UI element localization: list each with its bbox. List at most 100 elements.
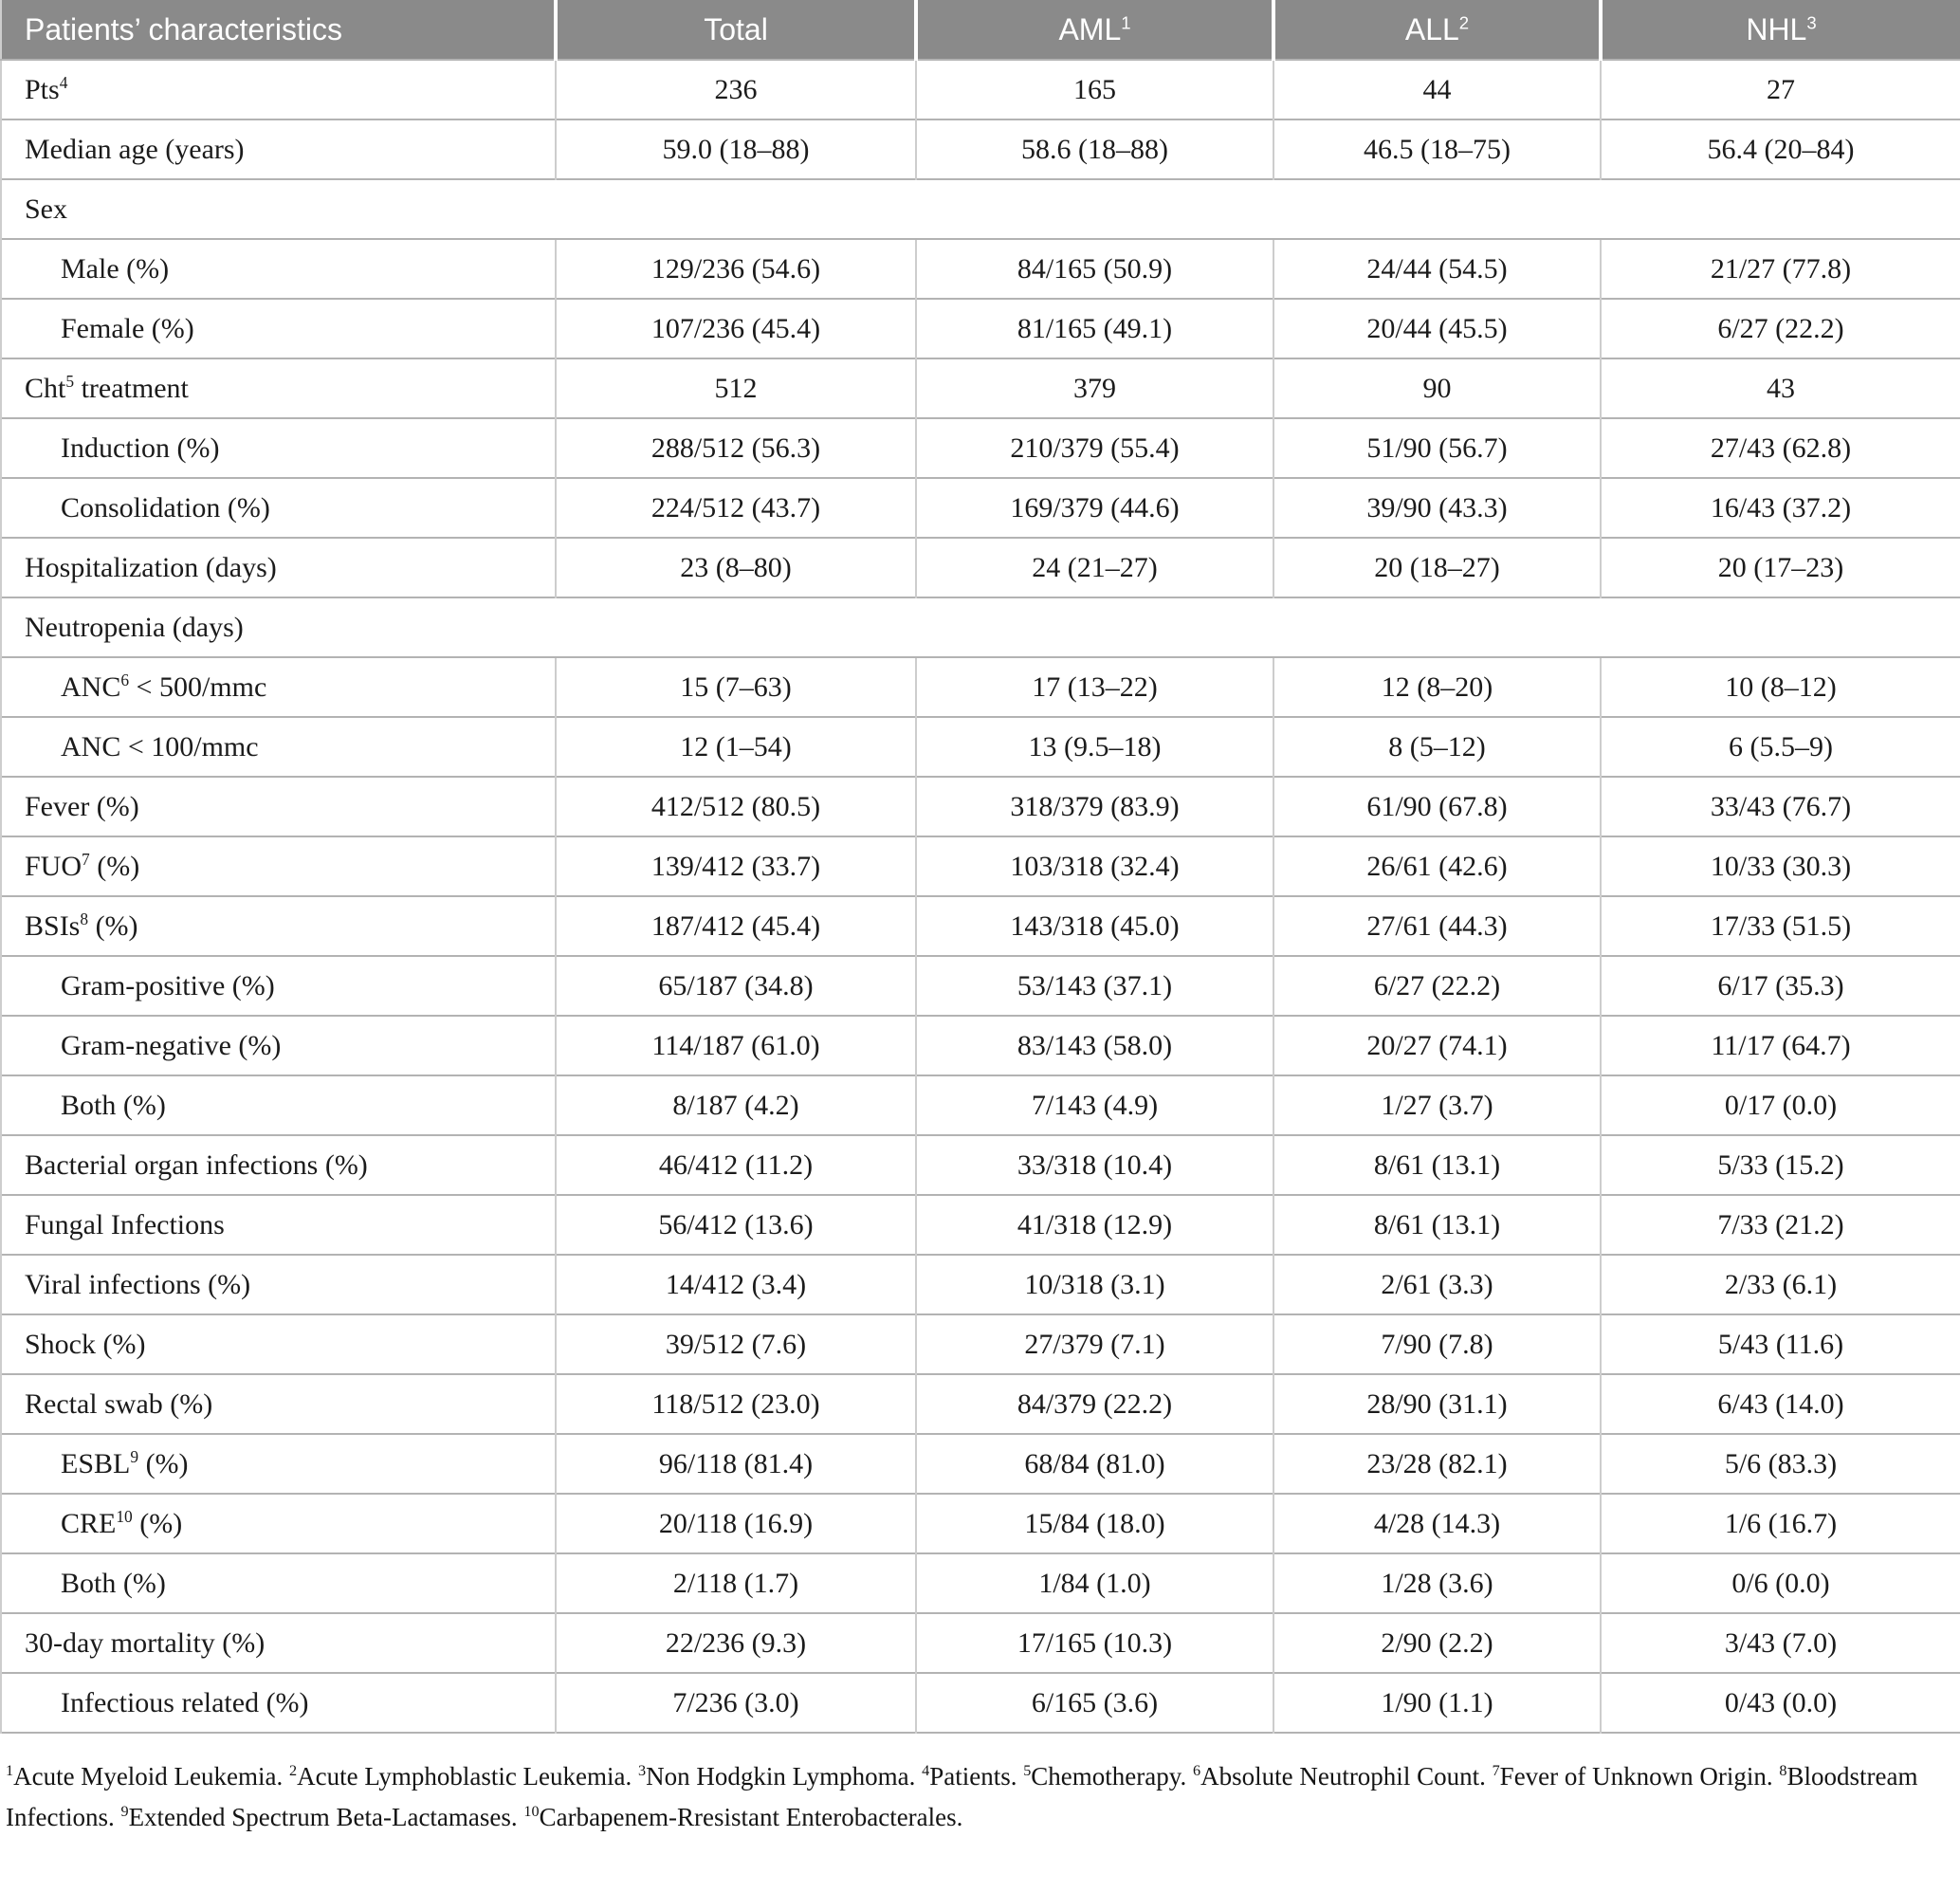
row-label: Viral infections (%) xyxy=(0,1254,556,1314)
table-row: Median age (years) 59.0 (18–88) 58.6 (18–8… xyxy=(0,119,1960,179)
cell-value: 51/90 (56.7) xyxy=(1273,417,1601,478)
cell-value: 1/84 (1.0) xyxy=(915,1552,1273,1613)
table-row: ANC < 100/mmc 12 (1–54) 13 (9.5–18) 8 (5–12… xyxy=(0,716,1960,777)
col-header-label: AML xyxy=(1058,11,1122,46)
cell-value: 39/90 (43.3) xyxy=(1273,477,1601,538)
footnote-superscript: 7 xyxy=(1492,1762,1500,1779)
row-label: Fever (%) xyxy=(0,776,556,836)
cell-value: 7/236 (3.0) xyxy=(555,1672,916,1733)
row-label: 30-day mortality (%) xyxy=(0,1612,556,1673)
cell-value: 27/61 (44.3) xyxy=(1273,895,1601,956)
cell-value: 56/412 (13.6) xyxy=(555,1194,916,1255)
row-label: ANC6 < 500/mmc xyxy=(0,656,556,717)
table-row: 30-day mortality (%) 22/236 (9.3) 17/165 (… xyxy=(0,1612,1960,1673)
col-header-aml: AML1 xyxy=(916,0,1275,61)
cell-value: 17/165 (10.3) xyxy=(915,1612,1273,1673)
row-label: Pts4 xyxy=(0,59,556,119)
cell-value: 129/236 (54.6) xyxy=(555,238,916,299)
col-header-superscript: 1 xyxy=(1121,11,1131,32)
col-header-label: Patients’ characteristics xyxy=(25,11,342,46)
table-row: Both (%) 8/187 (4.2) 7/143 (4.9) 1/27 (3.7)… xyxy=(0,1075,1960,1135)
cell-value: 53/143 (37.1) xyxy=(915,955,1273,1016)
cell-value: 2/61 (3.3) xyxy=(1273,1254,1601,1314)
table-row: Hospitalization (days) 23 (8–80) 24 (21–27… xyxy=(0,537,1960,597)
table-row: Fungal Infections 56/412 (13.6) 41/318 (12… xyxy=(0,1194,1960,1255)
row-label: Induction (%) xyxy=(0,417,556,478)
cell-value: 8/187 (4.2) xyxy=(555,1075,916,1135)
cell-value: 8 (5–12) xyxy=(1273,716,1601,777)
table-row: ESBL9 (%) 96/118 (81.4) 68/84 (81.0) 23/28 … xyxy=(0,1433,1960,1494)
cell-value: 1/28 (3.6) xyxy=(1273,1552,1601,1613)
row-label: Fungal Infections xyxy=(0,1194,556,1255)
cell-value: 512 xyxy=(555,358,916,418)
cell-value: 6/27 (22.2) xyxy=(1600,298,1960,358)
row-label: ESBL9 (%) xyxy=(0,1433,556,1494)
cell-value: 10/318 (3.1) xyxy=(915,1254,1273,1314)
cell-value: 16/43 (37.2) xyxy=(1600,477,1960,538)
table-row: ANC6 < 500/mmc 15 (7–63) 17 (13–22) 12 (8–2… xyxy=(0,656,1960,717)
cell-value: 143/318 (45.0) xyxy=(915,895,1273,956)
cell-value: 46.5 (18–75) xyxy=(1273,119,1601,179)
table-row: Viral infections (%) 14/412 (3.4) 10/318 (… xyxy=(0,1254,1960,1314)
cell-value: 118/512 (23.0) xyxy=(555,1373,916,1434)
cell-value: 107/236 (45.4) xyxy=(555,298,916,358)
cell-value: 6 (5.5–9) xyxy=(1600,716,1960,777)
section-label: Sex xyxy=(0,178,1960,239)
table-row: CRE10 (%) 20/118 (16.9) 15/84 (18.0) 4/28 (… xyxy=(0,1493,1960,1553)
table-row: Both (%) 2/118 (1.7) 1/84 (1.0) 1/28 (3.6) 0… xyxy=(0,1552,1960,1613)
row-label: Gram-positive (%) xyxy=(0,955,556,1016)
cell-value: 90 xyxy=(1273,358,1601,418)
cell-value: 68/84 (81.0) xyxy=(915,1433,1273,1494)
row-label: FUO7 (%) xyxy=(0,836,556,896)
cell-value: 114/187 (61.0) xyxy=(555,1015,916,1075)
row-label: Infectious related (%) xyxy=(0,1672,556,1733)
cell-value: 2/118 (1.7) xyxy=(555,1552,916,1613)
cell-value: 20 (18–27) xyxy=(1273,537,1601,597)
cell-value: 24 (21–27) xyxy=(915,537,1273,597)
cell-value: 11/17 (64.7) xyxy=(1600,1015,1960,1075)
cell-value: 20/44 (45.5) xyxy=(1273,298,1601,358)
cell-value: 39/512 (7.6) xyxy=(555,1313,916,1374)
col-header-label: Total xyxy=(704,11,768,46)
table-row: Shock (%) 39/512 (7.6) 27/379 (7.1) 7/90 (7… xyxy=(0,1313,1960,1374)
footnote-superscript: 9 xyxy=(120,1803,129,1821)
cell-value: 379 xyxy=(915,358,1273,418)
cell-value: 27/379 (7.1) xyxy=(915,1313,1273,1374)
col-header-all: ALL2 xyxy=(1273,0,1603,61)
cell-value: 210/379 (55.4) xyxy=(915,417,1273,478)
cell-value: 7/33 (21.2) xyxy=(1600,1194,1960,1255)
cell-value: 7/90 (7.8) xyxy=(1273,1313,1601,1374)
row-label: Median age (years) xyxy=(0,119,556,179)
footnote-superscript: 8 xyxy=(1779,1762,1787,1779)
table-row: Fever (%) 412/512 (80.5) 318/379 (83.9) 61/… xyxy=(0,776,1960,836)
col-header-total: Total xyxy=(556,0,918,61)
patients-characteristics-table: Patients’ characteristics Total AML1 ALL… xyxy=(0,0,1960,1734)
cell-value: 20 (17–23) xyxy=(1600,537,1960,597)
table-header-row: Patients’ characteristics Total AML1 ALL… xyxy=(1,0,1960,61)
cell-value: 81/165 (49.1) xyxy=(915,298,1273,358)
cell-value: 103/318 (32.4) xyxy=(915,836,1273,896)
cell-value: 27 xyxy=(1600,59,1960,119)
table-row: Gram-negative (%) 114/187 (61.0) 83/143 (5… xyxy=(0,1015,1960,1075)
cell-value: 5/6 (83.3) xyxy=(1600,1433,1960,1494)
table-row: Consolidation (%) 224/512 (43.7) 169/379 (… xyxy=(0,477,1960,538)
cell-value: 8/61 (13.1) xyxy=(1273,1194,1601,1255)
cell-value: 20/27 (74.1) xyxy=(1273,1015,1601,1075)
cell-value: 12 (1–54) xyxy=(555,716,916,777)
col-header-label: ALL xyxy=(1404,11,1459,46)
section-row: Neutropenia (days) xyxy=(0,597,1960,657)
table-row: Infectious related (%) 7/236 (3.0) 6/165 (… xyxy=(0,1672,1960,1733)
row-label: ANC < 100/mmc xyxy=(0,716,556,777)
cell-value: 6/43 (14.0) xyxy=(1600,1373,1960,1434)
row-label: Cht5 treatment xyxy=(0,358,556,418)
cell-value: 65/187 (34.8) xyxy=(555,955,916,1016)
col-header-superscript: 2 xyxy=(1458,11,1470,32)
table-body: Pts4 236 165 44 27 Median age (years) 59.0 (18… xyxy=(0,59,1960,1733)
cell-value: 6/27 (22.2) xyxy=(1273,955,1601,1016)
cell-value: 15/84 (18.0) xyxy=(915,1493,1273,1553)
cell-value: 2/90 (2.2) xyxy=(1273,1612,1601,1673)
cell-value: 1/6 (16.7) xyxy=(1600,1493,1960,1553)
table-row: FUO7 (%) 139/412 (33.7) 103/318 (32.4) 26/6… xyxy=(0,836,1960,896)
cell-value: 14/412 (3.4) xyxy=(555,1254,916,1314)
cell-value: 23 (8–80) xyxy=(555,537,916,597)
